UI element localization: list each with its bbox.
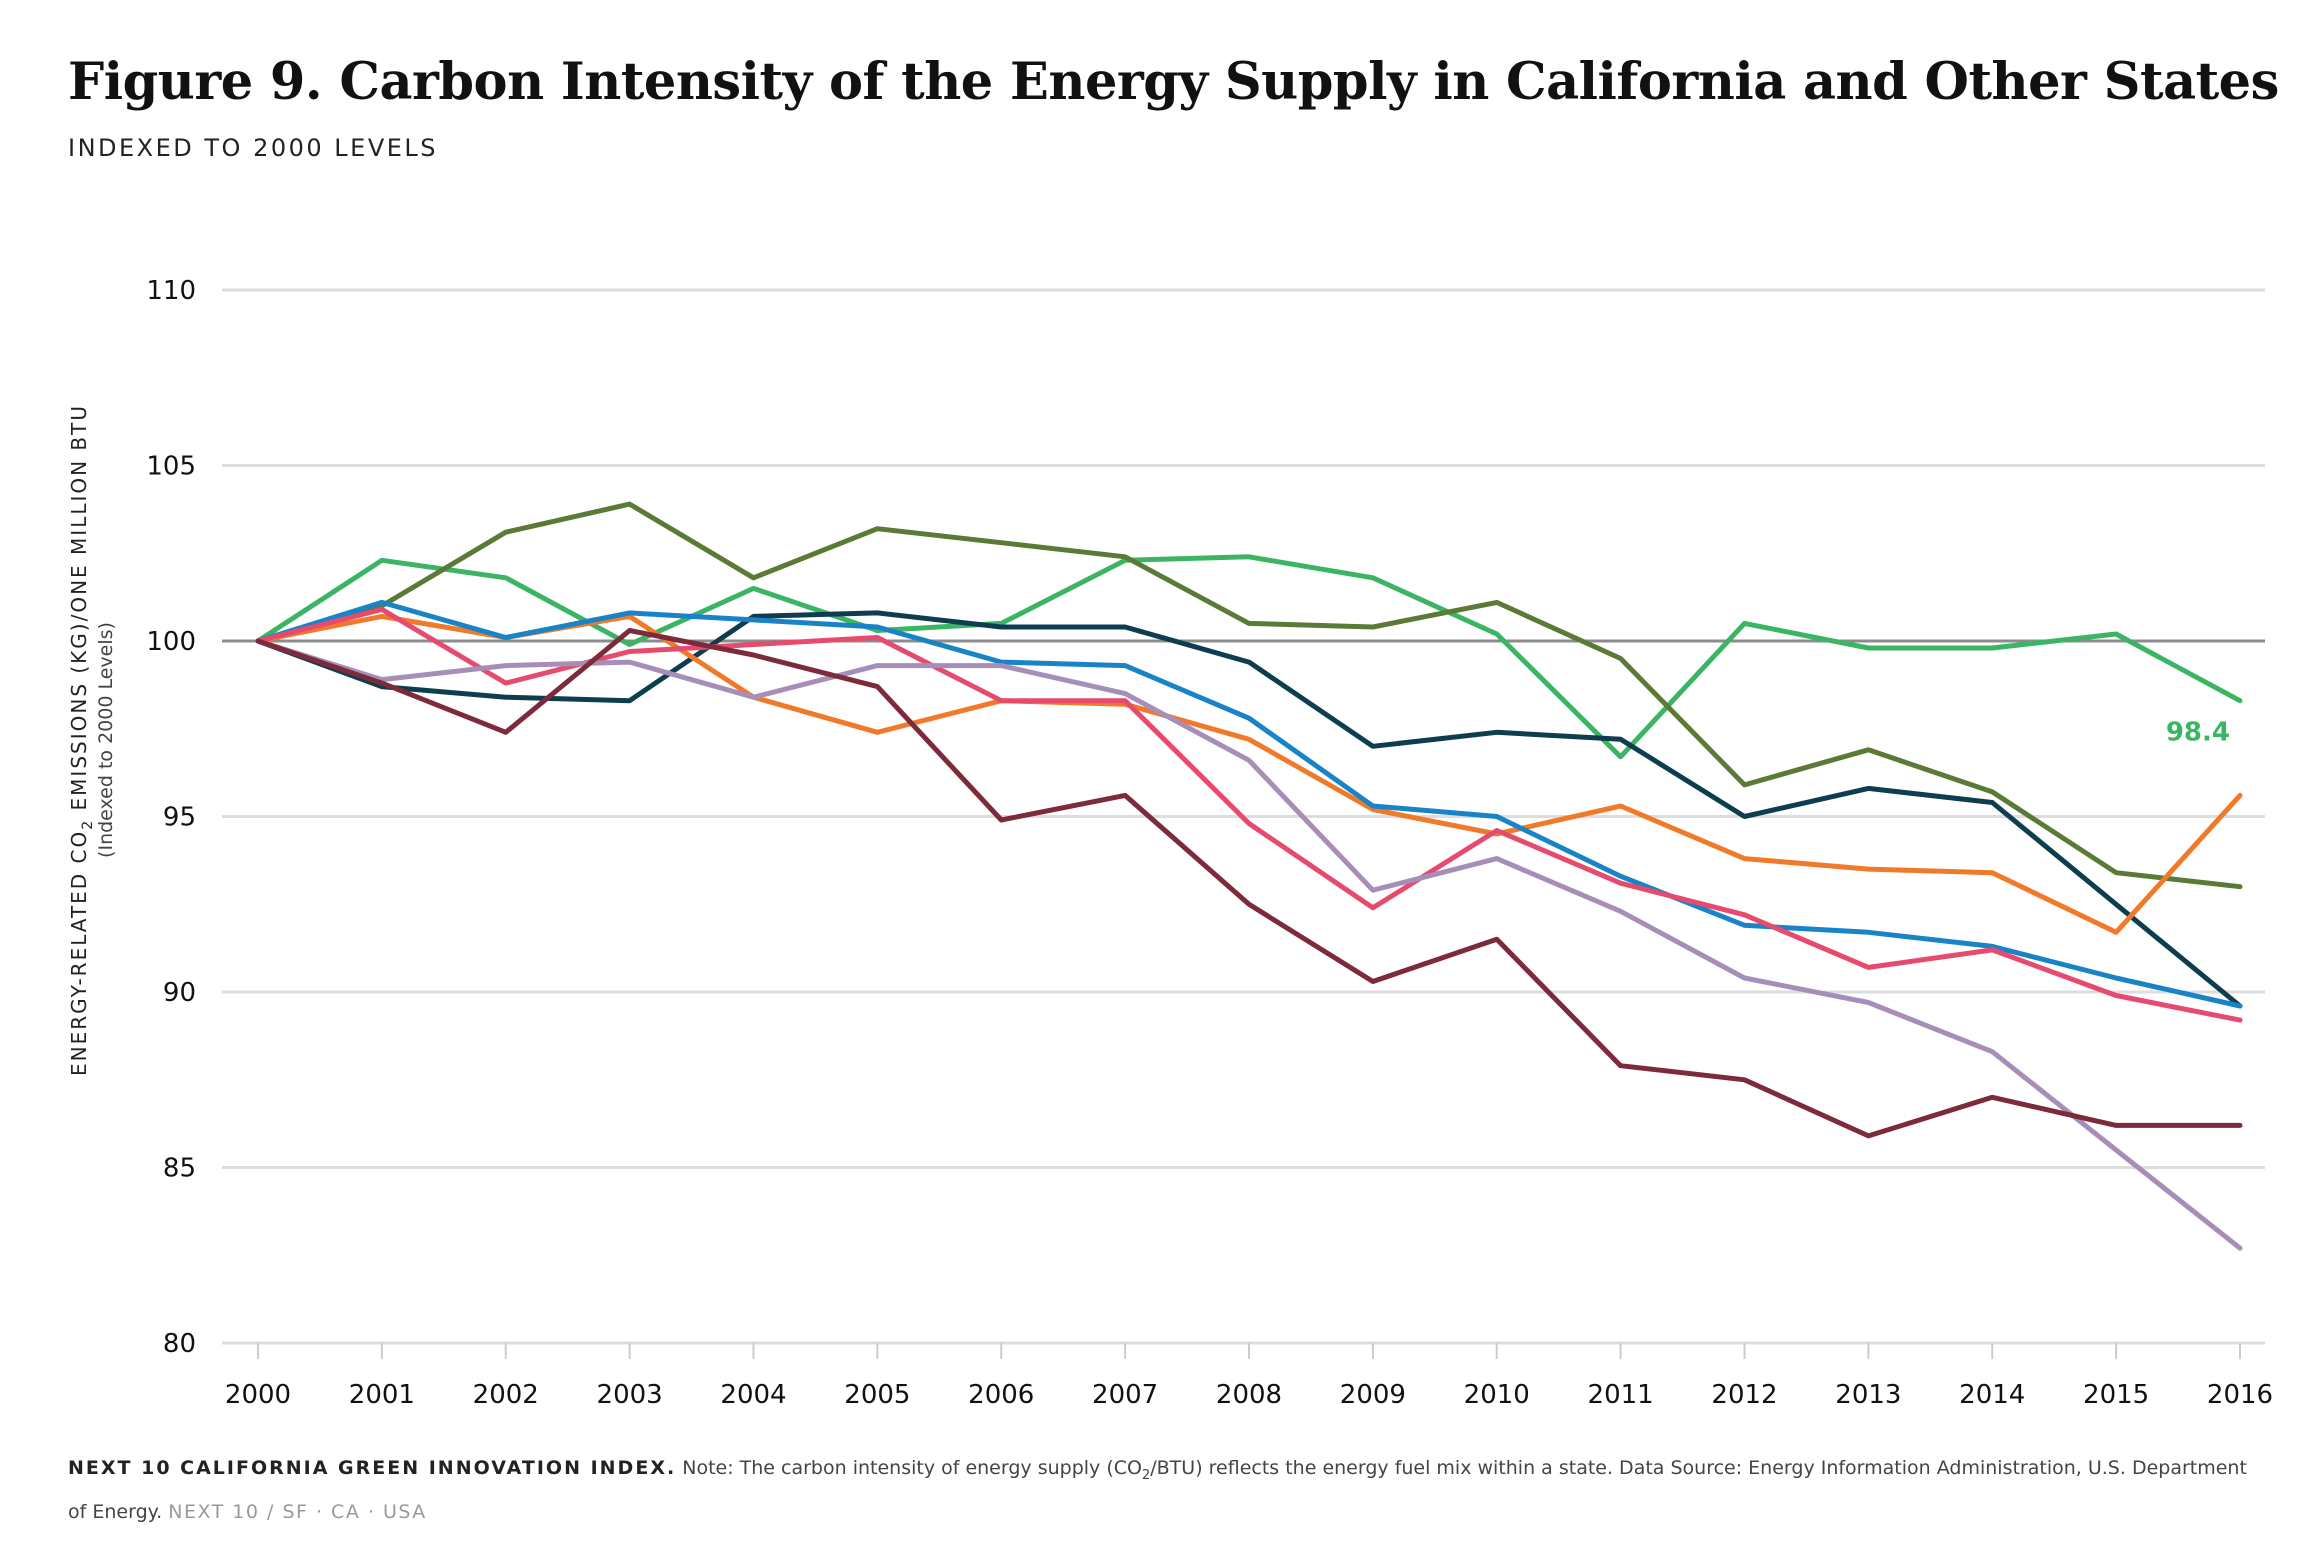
x-tick-label: 2004 bbox=[720, 1380, 786, 1410]
series-line-6 bbox=[255, 606, 2243, 1023]
grid-lines bbox=[222, 288, 2265, 1345]
y-tick-label: 90 bbox=[163, 978, 196, 1008]
footer-note-text-2: /BTU) reflects the energy fuel mix withi… bbox=[68, 1457, 2247, 1523]
x-tick-label: 2008 bbox=[1216, 1380, 1282, 1410]
footer-brand: NEXT 10 CALIFORNIA GREEN INNOVATION INDE… bbox=[68, 1457, 677, 1479]
footer-tag: NEXT 10 / SF · CA · USA bbox=[168, 1500, 427, 1523]
series-line-7 bbox=[255, 638, 2243, 1251]
y-tick-label: 85 bbox=[163, 1154, 196, 1184]
footer-note-text-1: Note: The carbon intensity of energy sup… bbox=[676, 1457, 1142, 1479]
x-tick-label: 2009 bbox=[1340, 1380, 1406, 1410]
y-tick-label: 95 bbox=[163, 803, 196, 833]
y-tick-label: 105 bbox=[146, 452, 196, 482]
x-tick-label: 2014 bbox=[1959, 1380, 2025, 1410]
x-tick-label: 2016 bbox=[2207, 1380, 2273, 1410]
x-tick-label: 2003 bbox=[597, 1380, 663, 1410]
y-axis-ticks: 80 85 90 95 100 105 110 bbox=[146, 276, 196, 1359]
x-tick-label: 2000 bbox=[225, 1380, 291, 1410]
x-tick-label: 2011 bbox=[1588, 1380, 1654, 1410]
chart-subtitle: INDEXED TO 2000 LEVELS bbox=[68, 134, 438, 162]
x-axis-ticks: 2000 2001 2002 2003 2004 2005 2006 2007 2008 2009… bbox=[225, 1343, 2273, 1410]
x-tick-label: 2005 bbox=[844, 1380, 910, 1410]
y-axis-label-pre: ENERGY-RELATED CO bbox=[67, 830, 91, 1076]
series-line-2 bbox=[255, 501, 2243, 890]
y-axis-label-post: EMISSIONS (KG)/ONE MILLION BTU bbox=[67, 404, 91, 819]
series-line-8 bbox=[255, 628, 2243, 1139]
x-tick-label: 2002 bbox=[473, 1380, 539, 1410]
y-axis-label-sub: 2 bbox=[80, 819, 96, 830]
footer-note: NEXT 10 CALIFORNIA GREEN INNOVATION INDE… bbox=[68, 1450, 2248, 1531]
y-axis-label: ENERGY-RELATED CO2 EMISSIONS (KG)/ONE MI… bbox=[67, 404, 96, 1076]
x-tick-label: 2010 bbox=[1464, 1380, 1530, 1410]
last-value-label: 98.4 bbox=[2166, 718, 2230, 748]
footer-note-sub: 2 bbox=[1141, 1467, 1151, 1483]
y-tick-label: 80 bbox=[163, 1329, 196, 1359]
series-lines bbox=[255, 501, 2243, 1251]
series-line-5 bbox=[255, 599, 2243, 1009]
x-tick-label: 2015 bbox=[2083, 1380, 2149, 1410]
x-tick-label: 2006 bbox=[968, 1380, 1034, 1410]
chart-title: Figure 9. Carbon Intensity of the Energy… bbox=[68, 52, 2279, 112]
y-tick-label: 100 bbox=[146, 627, 196, 657]
annotations: 98.4 bbox=[2166, 718, 2230, 748]
x-tick-label: 2012 bbox=[1711, 1380, 1777, 1410]
y-axis-sublabel: (Indexed to 2000 Levels) bbox=[95, 622, 117, 858]
series-line-1 bbox=[255, 554, 2243, 760]
x-tick-label: 2001 bbox=[349, 1380, 415, 1410]
x-tick-label: 2013 bbox=[1835, 1380, 1901, 1410]
y-tick-label: 110 bbox=[146, 276, 196, 306]
x-tick-label: 2007 bbox=[1092, 1380, 1158, 1410]
series-line-3 bbox=[255, 610, 2243, 1009]
